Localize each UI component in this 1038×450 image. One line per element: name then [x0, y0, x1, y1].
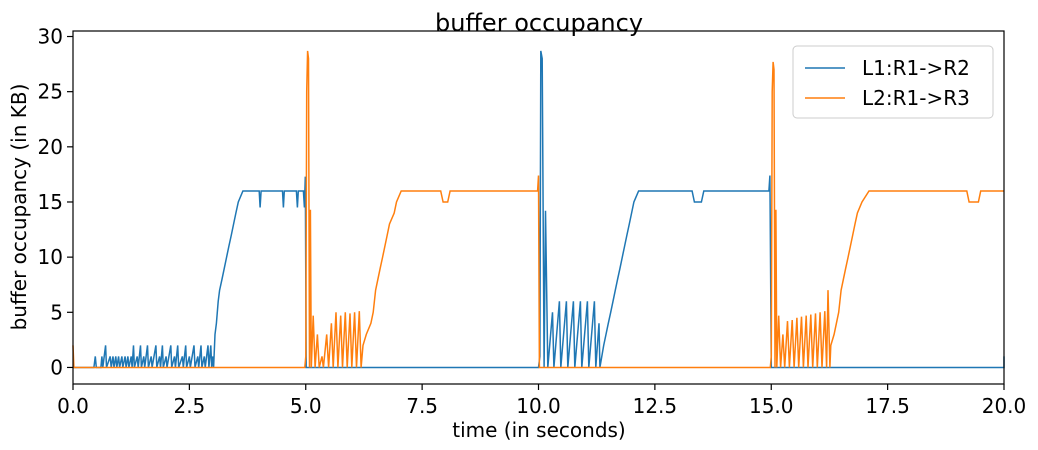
- x-tick-label: 17.5: [865, 394, 910, 418]
- x-tick-label: 5.0: [290, 394, 322, 418]
- x-axis-label: time (in seconds): [452, 418, 626, 442]
- legend-label-l1: L1:R1->R2: [862, 56, 970, 80]
- x-tick-label: 15.0: [749, 394, 794, 418]
- x-tick-label: 20.0: [982, 394, 1027, 418]
- chart-title: buffer occupancy: [435, 9, 643, 37]
- y-tick-label: 25: [38, 80, 63, 104]
- legend-box: [792, 45, 994, 119]
- y-tick-label: 0: [50, 355, 63, 379]
- legend-label-l2: L2:R1->R3: [862, 86, 970, 110]
- y-tick-label: 5: [50, 300, 63, 324]
- x-tick-label: 2.5: [173, 394, 205, 418]
- y-tick-label: 20: [38, 135, 63, 159]
- x-tick-label: 0.0: [57, 394, 89, 418]
- y-axis-ticks: 0 5 10 15 20 25 30: [38, 25, 73, 379]
- y-tick-label: 30: [38, 25, 63, 49]
- legend: L1:R1->R2 L2:R1->R3: [792, 45, 994, 119]
- plot-area: [72, 50, 1005, 369]
- x-tick-label: 12.5: [633, 394, 678, 418]
- x-tick-label: 7.5: [406, 394, 438, 418]
- y-axis-label: buffer occupancy (in KB): [7, 84, 31, 331]
- y-tick-label: 10: [38, 245, 63, 269]
- series-line-2: [72, 50, 1004, 369]
- x-axis-ticks: 0.0 2.5 5.0 7.5 10.0 12.5 15.0 17.5 20.0: [57, 384, 1026, 418]
- y-tick-label: 15: [38, 190, 63, 214]
- x-tick-label: 10.0: [516, 394, 561, 418]
